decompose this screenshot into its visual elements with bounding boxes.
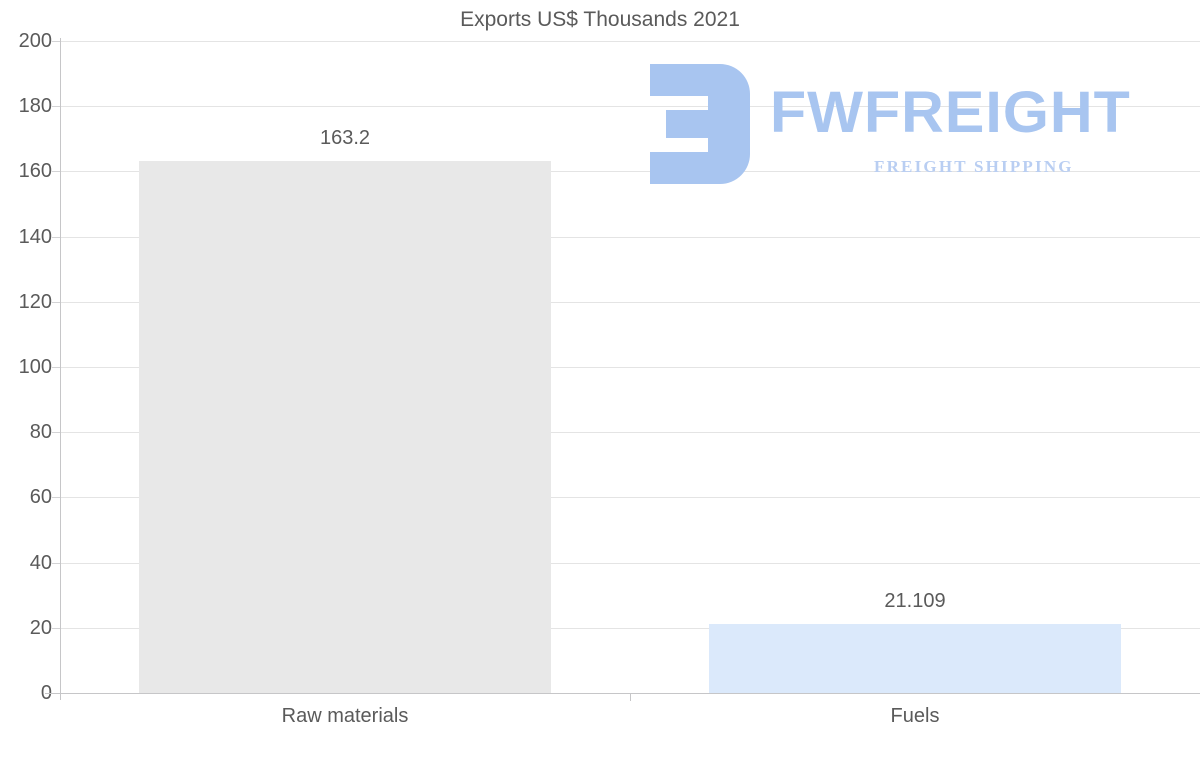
gridline — [60, 628, 1200, 629]
chart-title: Exports US$ Thousands 2021 — [460, 8, 740, 31]
reversed-e-logo-icon — [650, 64, 750, 184]
watermark: FWFREIGHT FREIGHT SHIPPING — [650, 62, 1150, 187]
y-axis-tick-mark — [52, 171, 61, 172]
gridline — [60, 497, 1200, 498]
x-axis-tick-mark — [630, 693, 631, 701]
y-axis-tick-label: 60 — [29, 486, 52, 509]
gridline — [60, 302, 1200, 303]
gridline — [60, 367, 1200, 368]
y-axis-tick-label: 200 — [18, 30, 52, 52]
gridline — [60, 171, 1200, 172]
bar-value-label: 163.2 — [319, 127, 371, 149]
y-axis-line — [60, 38, 61, 700]
y-axis-tick-mark — [52, 367, 61, 368]
y-axis-tick-mark — [52, 41, 61, 42]
y-axis-tick-mark — [52, 106, 61, 107]
gridline — [60, 432, 1200, 433]
x-axis-category-label: Raw materials — [281, 705, 409, 727]
y-axis-tick-label: 100 — [18, 356, 52, 378]
y-axis-tick-label: 180 — [18, 95, 52, 118]
y-axis-tick-mark — [52, 497, 61, 498]
y-axis-tick-mark — [52, 628, 61, 629]
y-axis-tick-mark — [52, 432, 61, 433]
gridline — [60, 106, 1200, 107]
y-axis-tick-mark — [52, 563, 61, 564]
watermark-brand: FWFREIGHT — [770, 80, 1131, 145]
gridline — [60, 237, 1200, 238]
y-axis-tick-label: 120 — [18, 290, 52, 313]
x-axis-line — [45, 693, 1200, 694]
y-axis-tick-label: 140 — [18, 225, 52, 248]
watermark-tagline: FREIGHT SHIPPING — [874, 157, 1074, 176]
gridline — [60, 41, 1200, 42]
y-axis-tick-mark — [52, 302, 61, 303]
y-axis-tick-label: 80 — [29, 421, 52, 444]
y-axis-tick-mark — [52, 237, 61, 238]
bar[interactable] — [709, 624, 1121, 693]
y-axis-tick-label: 20 — [29, 616, 52, 639]
bar[interactable] — [139, 161, 551, 693]
y-axis-tick-label: 40 — [29, 551, 52, 574]
x-axis-category-label: Fuels — [890, 705, 940, 727]
bar-value-label: 21.109 — [884, 590, 946, 612]
gridline — [60, 563, 1200, 564]
y-axis-tick-label: 160 — [18, 160, 52, 183]
